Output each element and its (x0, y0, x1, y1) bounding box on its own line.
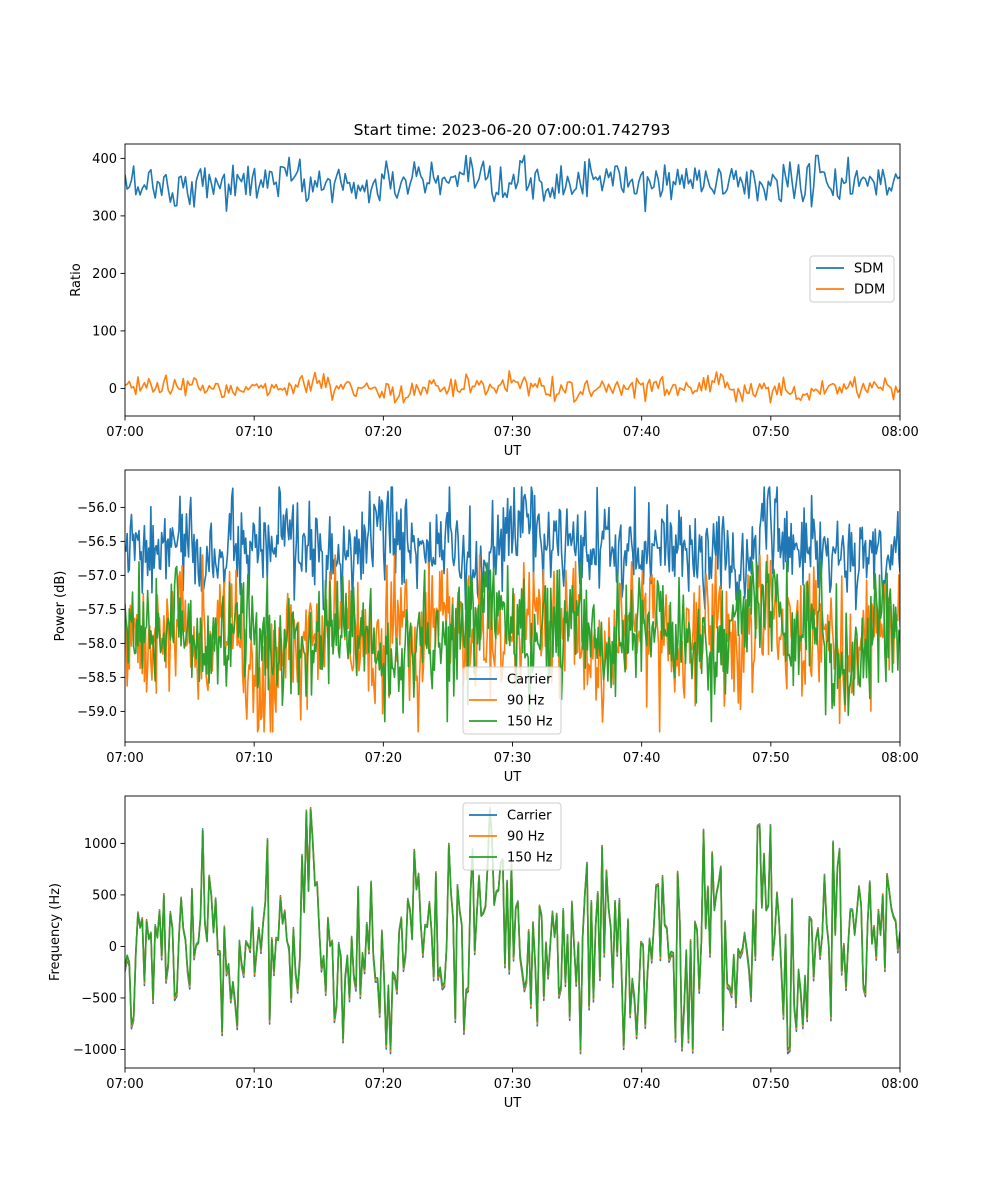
y-axis-label: Power (dB) (53, 571, 68, 642)
legend-label: 90 Hz (507, 694, 544, 709)
series-line-150-hz (125, 561, 900, 723)
legend-label: 150 Hz (507, 715, 553, 730)
x-tick-label: 07:20 (365, 425, 402, 440)
x-tick-label: 07:10 (235, 751, 272, 766)
series-line-150-hz (125, 808, 900, 1051)
y-tick-label: 1000 (84, 837, 117, 852)
ratio-subplot: 07:00 07:10 07:20 07:30 07:40 07:50 08:00 0 100 2… (69, 143, 919, 459)
x-tick-label: 08:00 (881, 425, 918, 440)
x-axis-label: UT (504, 1096, 522, 1111)
x-tick-label: 07:10 (235, 425, 272, 440)
x-tick-label: 07:20 (365, 1077, 402, 1092)
y-tick-label: 0 (109, 940, 117, 955)
power-subplot: 07:00 07:10 07:20 07:30 07:40 07:50 08:00 −59.0… (53, 469, 919, 785)
x-tick-label: 07:50 (752, 1077, 789, 1092)
x-tick-label: 07:40 (623, 1077, 660, 1092)
y-tick-label: −56.0 (77, 501, 117, 516)
y-tick-label: 0 (109, 382, 117, 397)
axes-frame (124, 143, 901, 417)
y-axis-label: Frequency (Hz) (48, 883, 63, 981)
x-tick-label: 07:40 (623, 751, 660, 766)
x-axis-label: UT (504, 444, 522, 459)
x-tick-label: 08:00 (881, 1077, 918, 1092)
y-tick-label: −58.5 (77, 671, 117, 686)
y-tick-label: −1000 (73, 1043, 117, 1058)
y-tick-label: 200 (92, 267, 117, 282)
legend: SDM DDM (809, 255, 895, 303)
y-axis-label: Ratio (69, 263, 84, 296)
legend-label: 90 Hz (507, 830, 544, 845)
y-tick-label: −56.5 (77, 535, 117, 550)
x-tick-label: 07:50 (752, 425, 789, 440)
legend: Carrier 90 Hz 150 Hz (462, 666, 562, 735)
series-line-carrier (125, 486, 900, 611)
x-tick-label: 07:00 (106, 751, 143, 766)
x-tick-label: 07:30 (494, 751, 531, 766)
x-tick-label: 07:00 (106, 1077, 143, 1092)
x-tick-label: 07:00 (106, 425, 143, 440)
legend-label: DDM (854, 283, 885, 298)
x-tick-label: 07:50 (752, 751, 789, 766)
x-axis-label: UT (504, 770, 522, 785)
x-tick-label: 07:20 (365, 751, 402, 766)
figure-title: Start time: 2023-06-20 07:00:01.742793 (354, 121, 671, 139)
legend-label: SDM (854, 262, 883, 277)
y-tick-label: −58.0 (77, 637, 117, 652)
y-tick-label: 500 (92, 888, 117, 903)
legend-box (462, 666, 562, 735)
y-tick-label: 100 (92, 324, 117, 339)
x-tick-label: 07:10 (235, 1077, 272, 1092)
y-tick-label: −57.5 (77, 603, 117, 618)
y-tick-label: −59.0 (77, 705, 117, 720)
legend: Carrier 90 Hz 150 Hz (462, 802, 562, 871)
series-line-sdm (125, 154, 900, 213)
legend-label: 150 Hz (507, 851, 553, 866)
frequency-subplot: 07:00 07:10 07:20 07:30 07:40 07:50 08:00 −1000… (48, 795, 919, 1111)
x-tick-label: 08:00 (881, 751, 918, 766)
y-tick-label: 300 (92, 209, 117, 224)
x-tick-label: 07:40 (623, 425, 660, 440)
series-line-90-hz (125, 554, 900, 733)
x-tick-label: 07:30 (494, 1077, 531, 1092)
x-tick-label: 07:30 (494, 425, 531, 440)
series-line-ddm (125, 370, 900, 404)
legend-box (462, 802, 562, 871)
y-tick-label: −500 (81, 991, 117, 1006)
legend-label: Carrier (507, 809, 552, 824)
legend-label: Carrier (507, 673, 552, 688)
y-tick-label: 400 (92, 152, 117, 167)
y-tick-label: −57.0 (77, 569, 117, 584)
